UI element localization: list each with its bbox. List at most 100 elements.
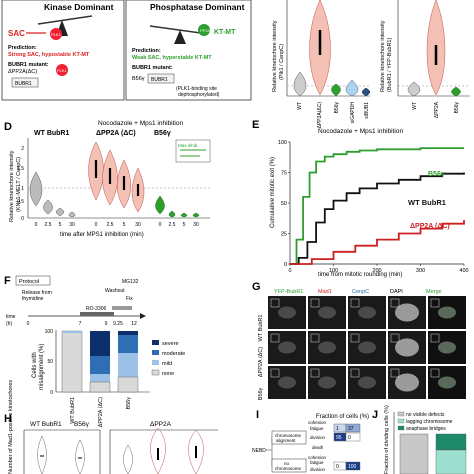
zoom-inset-box xyxy=(270,333,280,343)
e-series-line-0 xyxy=(290,147,464,265)
f-ytick-0: 0 xyxy=(50,390,53,396)
h-violin-pp2a-0 xyxy=(123,444,133,474)
d-xt-4: 0 xyxy=(95,222,98,228)
cell-signal xyxy=(395,373,419,392)
i-cell-3 xyxy=(345,432,361,442)
f-xt-1: ΔPP2A (ΔC) xyxy=(98,397,104,427)
h-group-0: WT BubR1 xyxy=(30,421,62,428)
panel-e-ylabel: Cumulative mitotic exit (%) xyxy=(270,157,276,228)
balance-beam-left xyxy=(37,15,93,25)
i-nebd: NEBD xyxy=(252,448,266,454)
f-legend-0: severe xyxy=(162,341,179,347)
panel-j-letter: J xyxy=(372,409,378,421)
f-xt-0: WT BubR1 xyxy=(70,397,76,424)
zoom-inset-box xyxy=(270,368,280,378)
d-xt-10: 5 xyxy=(183,222,186,228)
legend-b56g: B56γ xyxy=(428,171,445,178)
violin-d-wt-3 xyxy=(68,211,76,218)
top-xt2-0: WT xyxy=(412,102,418,110)
panel-j-ylabel: Fraction of dividing cells (%) xyxy=(384,405,390,474)
f-time-3: 9.25 xyxy=(113,321,123,327)
e-xtick-0: 0 xyxy=(288,268,291,274)
phosphatase-title: Phosphatase Dominant xyxy=(150,2,245,12)
prediction-left: Prediction: xyxy=(8,45,37,51)
panel-i-letter: I xyxy=(256,409,259,421)
g-channel-4: Merge xyxy=(426,289,442,295)
d-ytick-1: 0.5 xyxy=(17,199,24,205)
prediction-left-text: Strong SAC, hypostable KT-MT xyxy=(8,52,90,58)
top-ylabel-1a: Relative kinetochore intensity xyxy=(272,20,278,92)
plk1-note-1: (PLK1-binding site xyxy=(176,86,217,92)
d-ytick-2: 1 xyxy=(21,186,24,192)
f-legend-2: mild xyxy=(162,361,172,367)
zoom-inset-box xyxy=(430,333,440,343)
zoom-inset-box xyxy=(390,298,400,308)
panel-f: F Protocol Release from thymidine MG132 … xyxy=(4,275,185,427)
panel-e-letter: E xyxy=(252,119,259,131)
zoom-inset-box xyxy=(310,333,320,343)
plk1-circle xyxy=(50,28,62,40)
f-bar-b56-mild xyxy=(118,353,138,377)
cell-signal xyxy=(358,376,376,389)
e-xtick-3: 300 xyxy=(416,268,425,274)
e-ytick-3: 75 xyxy=(281,171,287,177)
g-row-2: B56γ xyxy=(258,387,264,400)
panel-f-mg132: MG132 xyxy=(122,279,139,285)
e-xtick-2: 200 xyxy=(372,268,381,274)
i-chromosome2: chromosome xyxy=(275,466,302,471)
i-val-bot-0: 0 xyxy=(336,464,339,470)
i-no: no xyxy=(284,461,290,466)
violin-sibub1 xyxy=(362,87,370,97)
top-xt1-1: ΔPP2A(ΔC) xyxy=(317,102,323,129)
f-time-1: 7 xyxy=(79,321,82,327)
j-legend-2: anaphase bridges xyxy=(406,426,446,432)
zoom-inset-box xyxy=(270,298,280,308)
g-row-1: ΔPP2A (ΔC) xyxy=(258,347,264,377)
d-xt-2: 5 xyxy=(59,222,62,228)
bubr1-box-right xyxy=(147,73,175,84)
e-series-line-2 xyxy=(290,220,465,265)
panel-d-inset-label: Max inhib. xyxy=(178,143,199,148)
i-division2: division xyxy=(310,467,326,472)
d-ytick-3: 1.5 xyxy=(17,166,24,172)
violin-wt-top2 xyxy=(407,81,421,97)
panel-d-ylabel-b: (KNL1-MELT / CenpC) xyxy=(16,157,22,212)
panel-e: E Nocodazole + Mps1 inhibition Cumulativ… xyxy=(252,119,469,278)
panel-f-letter: F xyxy=(4,275,11,287)
prediction-right-text: Weak SAC, hyperstable KT-MT xyxy=(132,55,212,61)
d-xt-5: 2.5 xyxy=(107,222,114,228)
h-group-2: ΔPP2A xyxy=(150,421,172,428)
panel-f-washout: Washout xyxy=(105,288,125,294)
d-xt-1: 2.5 xyxy=(45,222,52,228)
i-fatigue: fatigue xyxy=(310,426,324,431)
panel-d-group-0: WT BubR1 xyxy=(34,130,69,137)
top-diagram: Kinase Dominant Phosphatase Dominant PLK… xyxy=(1,0,252,101)
balance-fulcrum-right xyxy=(174,30,186,44)
f-bar-wt-mild xyxy=(62,331,82,333)
g-channel-0: YFP-BubR1 xyxy=(274,289,303,295)
panel-h-letter: H xyxy=(4,413,12,425)
panel-e-xlabel: time from mitotic rounding (min) xyxy=(318,272,402,278)
zoom-inset-box xyxy=(310,368,320,378)
panel-e-title: Nocodazole + Mps1 inhibition xyxy=(318,128,403,135)
g-channel-3: DAPI xyxy=(390,289,403,295)
g-channel-1: Mad1 xyxy=(318,289,332,295)
micrograph-grid xyxy=(268,296,466,399)
i-division: division xyxy=(310,435,326,440)
f-bar-b56-none xyxy=(117,376,139,393)
cell-signal xyxy=(395,303,419,322)
panel-d-group-2: B56γ xyxy=(154,130,171,137)
f-bar-pp2a-moderate xyxy=(90,356,110,374)
i-fatigue2: fatigue xyxy=(310,460,324,465)
panel-g: G YFP-BubR1 Mad1 CenpC DAPI Merge WT Bub… xyxy=(252,281,466,400)
i-cohesion2: cohesion xyxy=(308,455,327,460)
violin-d-wt-1 xyxy=(43,199,53,215)
cell-signal xyxy=(438,376,456,389)
e-ytick-0: 0 xyxy=(284,262,287,268)
d-ytick-4: 2 xyxy=(21,146,24,152)
e-ytick-2: 50 xyxy=(281,201,287,207)
bubr1-mutant-right: BUBR1 mutant: xyxy=(132,65,173,71)
i-val-bot-1: 100 xyxy=(348,464,357,470)
panel-d-group-1: ΔPP2A (ΔC) xyxy=(96,130,136,137)
